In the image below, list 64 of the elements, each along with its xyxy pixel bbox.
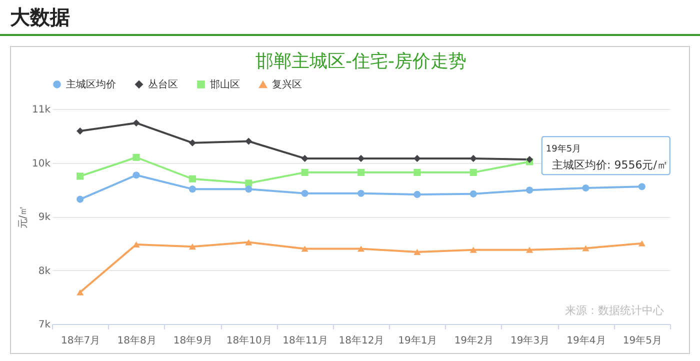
point — [132, 119, 140, 127]
point — [76, 289, 84, 296]
point — [470, 168, 477, 176]
point — [188, 175, 196, 182]
annotation: 主城区均价: 9556元/㎡ — [552, 158, 668, 172]
legend-label: 邯山区 — [210, 78, 240, 90]
y-tick-label: 8k — [38, 266, 51, 277]
x-tick-label: 19年1月 — [398, 334, 438, 346]
point — [245, 239, 252, 246]
point — [470, 154, 477, 162]
point — [188, 186, 196, 193]
y-axis-title: 元/㎡ — [18, 205, 29, 229]
point — [132, 154, 140, 161]
legend-label: 丛台区 — [148, 78, 178, 90]
point — [414, 248, 421, 256]
point — [357, 168, 365, 176]
y-tick-label: 9k — [38, 212, 51, 223]
point — [414, 168, 421, 176]
point — [301, 168, 308, 176]
point — [470, 246, 477, 253]
point — [301, 154, 308, 162]
chart-title: 邯郸主城区-住宅-房价走势 — [256, 51, 466, 72]
point — [414, 190, 421, 198]
x-tick-label: 19年3月 — [510, 334, 550, 346]
point — [301, 190, 308, 197]
x-tick-label: 19年4月 — [566, 334, 606, 346]
x-tick-label: 19年5月 — [622, 334, 662, 346]
point — [357, 190, 365, 197]
x-tick-label: 18年12月 — [338, 334, 384, 346]
point — [526, 156, 534, 164]
point — [132, 172, 140, 179]
point — [526, 186, 534, 194]
y-tick-label: 7k — [38, 320, 51, 330]
point — [245, 180, 252, 187]
x-tick-label: 18年10月 — [226, 334, 272, 346]
point — [188, 139, 196, 146]
legend-label: 复兴区 — [272, 78, 302, 91]
point — [76, 172, 84, 180]
point — [132, 241, 140, 248]
text: 大数据 — [10, 4, 70, 31]
x-tick-label: 18年11月 — [282, 334, 328, 346]
legend-label: 主城区均价 — [66, 78, 116, 90]
point — [245, 186, 252, 193]
x-tick-label: 18年7月 — [61, 334, 100, 346]
point — [357, 246, 365, 252]
point — [245, 138, 252, 145]
point — [76, 196, 84, 203]
point — [638, 183, 646, 190]
point — [414, 154, 421, 162]
x-tick-label: 18年9月 — [173, 334, 212, 346]
point — [470, 190, 477, 198]
point — [638, 240, 646, 246]
x-tick-label: 19年2月 — [454, 334, 494, 346]
annotation: 19年5月 — [546, 144, 582, 155]
point — [582, 184, 590, 192]
y-tick-label: 10k — [32, 158, 51, 170]
point — [301, 246, 308, 252]
x-tick-label: 18年8月 — [117, 334, 156, 346]
point — [76, 128, 84, 135]
y-tick-label: 11k — [32, 104, 51, 116]
annotation: 来源：数据统计中心 — [565, 304, 664, 317]
point — [582, 245, 590, 252]
point — [188, 244, 196, 250]
point — [526, 246, 534, 253]
